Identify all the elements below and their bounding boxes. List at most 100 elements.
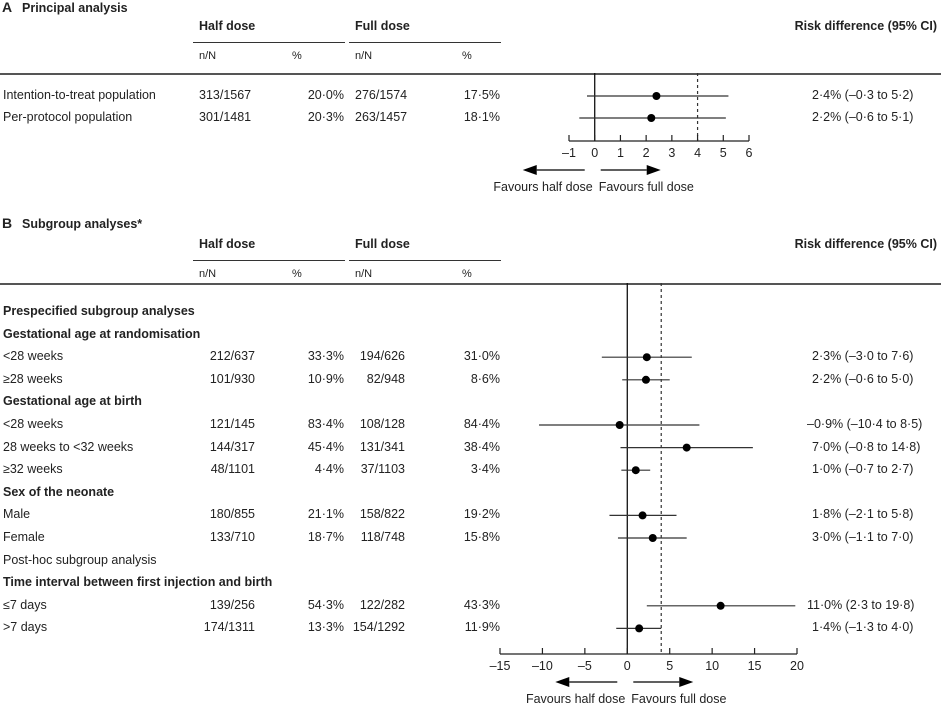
table-top-rule [0,73,941,75]
half-dose-rule [193,42,345,43]
panel-letter: A [2,0,13,15]
full-dose-nN: 154/1292 [352,620,405,635]
half-dose-nN: 101/930 [209,371,255,386]
half-dose-nN: 174/1311 [203,620,255,635]
row-label: <28 weeks [3,417,64,431]
full-dose-pct: 19·2% [463,507,500,522]
half-dose-nN: 144/317 [209,439,255,454]
half-dose-nN: 48/1101 [210,462,255,477]
point-estimate [641,375,650,384]
x-tick-label: 5 [720,146,727,160]
row-label: >7 days [3,620,48,635]
x-tick-label: 0 [591,146,598,160]
full-dose-rule [349,42,501,43]
half-dose-nN: 133/710 [209,530,255,544]
risk-difference-ci: 2·4% (–0·3 to 5·2) [812,88,914,102]
row-label: <28 weeks [3,349,64,364]
half-dose-pct: 10·9% [307,371,344,386]
favours-half-arrowhead [522,165,537,175]
subgroup-heading: Sex of the neonate [3,484,115,499]
x-tick-label: 4 [694,146,701,160]
row-label: Female [3,530,45,544]
point-estimate [652,92,661,100]
full-dose-header: Full dose [355,19,410,33]
table-top-rule [0,283,941,285]
full-dose-pct: 18·1% [463,110,500,124]
x-tick-label: –15 [490,659,511,673]
full-dose-nN: 118/748 [360,530,405,544]
point-estimate [638,511,647,520]
full-dose-nN: 122/282 [359,597,405,612]
x-tick-label: 5 [666,659,673,673]
subgroup-heading: Gestational age at randomisation [3,326,201,341]
x-tick-label: –5 [578,659,592,673]
favours-half-arrowhead [555,677,570,687]
half-dose-nN: 212/637 [209,349,255,364]
half-dose-pct: 18·7% [307,530,344,544]
full-dose-pct: 3·4% [470,462,500,477]
half-nN-header: n/N [199,50,217,62]
half-nN-header: n/N [199,268,217,280]
full-nN-header: n/N [355,268,373,280]
favours-full-arrowhead [679,677,694,687]
half-dose-nN: 301/1481 [199,110,252,124]
x-tick-label: 20 [790,659,804,673]
full-dose-nN: 131/341 [359,439,405,454]
subgroup-heading: Time interval between first injection an… [3,575,273,590]
x-tick-label: 0 [624,659,631,673]
risk-difference-ci: 2·2% (–0·6 to 5·0) [812,371,914,386]
x-tick-label: 6 [746,146,753,160]
risk-difference-ci: 3·0% (–1·1 to 7·0) [812,530,914,544]
half-dose-pct: 33·3% [307,349,344,364]
x-tick-label: 1 [617,146,624,160]
favours-full-label: Favours full dose [631,692,727,706]
full-dose-pct: 15·8% [463,530,500,544]
favours-half-label: Favours half dose [493,180,593,194]
full-dose-pct: 84·4% [463,417,500,431]
full-dose-nN: 263/1457 [355,110,408,124]
half-dose-pct: 20·3% [307,110,344,124]
risk-difference-ci: 1·4% (–1·3 to 4·0) [812,620,914,635]
risk-difference-ci: 2·2% (–0·6 to 5·1) [812,110,914,124]
x-tick-label: 3 [668,146,675,160]
row-label: Male [3,507,31,522]
full-pct-header: % [462,50,472,62]
point-estimate [631,466,640,475]
half-dose-rule [193,260,345,261]
panel-title: Principal analysis [22,1,128,15]
full-dose-pct: 38·4% [463,439,500,454]
half-dose-pct: 83·4% [307,417,344,431]
full-dose-nN: 108/128 [359,417,405,431]
full-dose-nN: 37/1103 [360,462,405,477]
full-dose-pct: 43·3% [463,597,500,612]
risk-difference-ci: 2·3% (–3·0 to 7·6) [812,349,914,364]
half-dose-header: Half dose [199,19,256,33]
subgroup-heading: Prespecified subgroup analyses [3,304,195,318]
x-tick-label: 15 [748,659,762,673]
x-tick-label: 2 [643,146,650,160]
risk-difference-ci: 7·0% (–0·8 to 14·8) [812,439,921,454]
half-dose-header: Half dose [199,237,256,251]
full-dose-rule [349,260,501,261]
panel-letter: B [2,215,13,231]
full-dose-pct: 31·0% [463,349,500,364]
x-tick-label: –10 [532,659,553,673]
half-dose-pct: 20·0% [307,88,344,102]
full-dose-header: Full dose [355,237,410,251]
full-pct-header: % [462,268,472,280]
half-pct-header: % [292,268,302,280]
favours-full-label: Favours full dose [598,180,694,194]
point-estimate [716,601,725,610]
half-dose-pct: 4·4% [314,462,344,477]
full-dose-pct: 17·5% [463,88,500,102]
row-label: ≤7 days [3,597,47,612]
subgroup-heading: Post-hoc subgroup analysis [3,552,157,567]
full-dose-nN: 194/626 [359,349,405,364]
row-label: Per-protocol population [3,110,133,124]
risk-difference-ci: 11·0% (2·3 to 19·8) [807,597,915,612]
point-estimate [647,114,656,122]
full-dose-nN: 276/1574 [355,88,408,102]
full-dose-nN: 82/948 [366,371,405,386]
row-label: Intention-to-treat population [3,88,156,102]
